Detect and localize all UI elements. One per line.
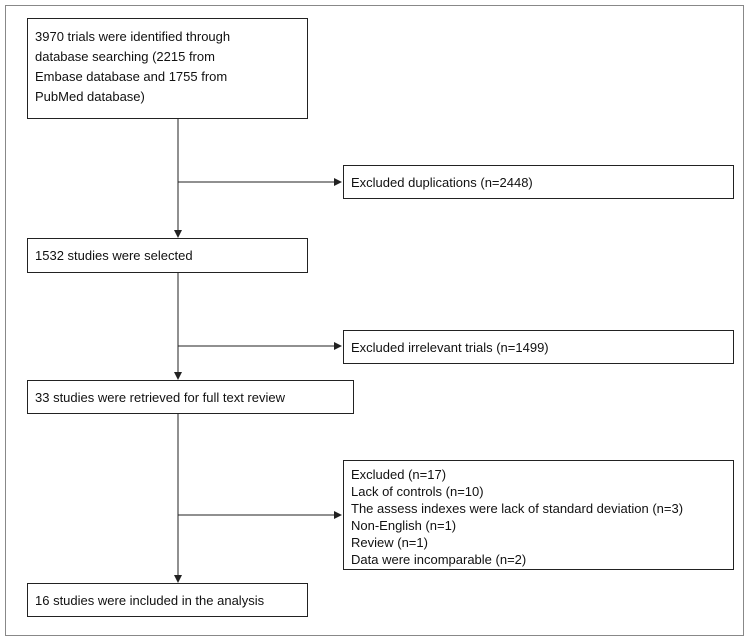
selected-box: 1532 studies were selected [27,238,308,273]
identified-box: 3970 trials were identified through data… [27,18,308,119]
box-text: 16 studies were included in the analysis [35,593,265,608]
box-text: database searching (2215 from [35,49,215,64]
retrieved-box: 33 studies were retrieved for full text … [27,380,354,414]
excluded-box: Excluded (n=17) Lack of controls (n=10) … [343,460,734,570]
box-text: Data were incomparable (n=2) [351,552,527,567]
box-text: Excluded duplications (n=2448) [351,175,533,190]
box-text: The assess indexes were lack of standard… [351,501,684,516]
box-text: Review (n=1) [351,535,428,550]
box-text: Excluded (n=17) [351,467,447,482]
duplicates-box: Excluded duplications (n=2448) [343,165,734,199]
box-text: 3970 trials were identified through [35,29,231,44]
box-text: 33 studies were retrieved for full text … [35,390,285,405]
box-text: PubMed database) [35,89,145,104]
outer-frame [5,5,744,636]
included-box: 16 studies were included in the analysis [27,583,308,617]
box-text: 1532 studies were selected [35,248,193,263]
irrelevant-box: Excluded irrelevant trials (n=1499) [343,330,734,364]
box-text: Excluded irrelevant trials (n=1499) [351,340,549,355]
box-text: Embase database and 1755 from [35,69,228,84]
box-text: Non-English (n=1) [351,518,457,533]
box-text: Lack of controls (n=10) [351,484,484,499]
